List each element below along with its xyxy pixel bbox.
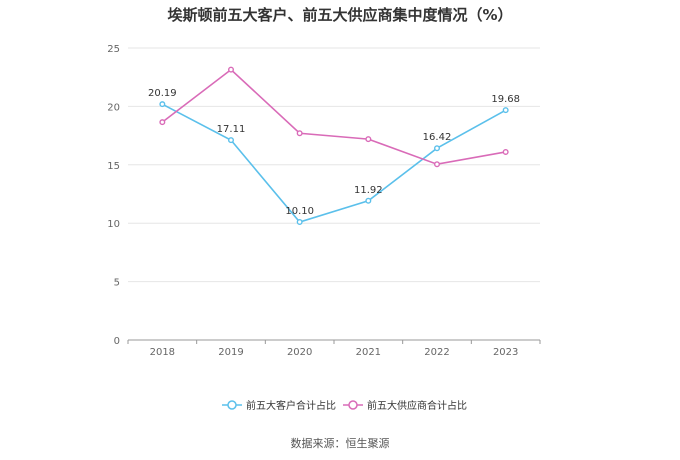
data-label: 17.11	[217, 124, 246, 135]
x-tick-label: 2018	[150, 347, 175, 358]
data-label: 11.92	[354, 185, 383, 196]
x-tick-label: 2023	[493, 347, 518, 358]
data-point	[502, 148, 509, 155]
data-point	[365, 136, 372, 143]
data-point	[159, 101, 166, 108]
data-point	[296, 130, 303, 137]
x-tick-label: 2020	[287, 347, 312, 358]
x-tick-label: 2022	[424, 347, 449, 358]
chart-title: 埃斯顿前五大客户、前五大供应商集中度情况（%）	[167, 6, 513, 24]
data-label: 19.68	[491, 94, 520, 105]
series-line-1	[161, 103, 507, 223]
x-tick-label: 2019	[218, 347, 243, 358]
y-tick-label: 0	[114, 336, 120, 347]
data-label: 10.10	[285, 206, 314, 217]
y-tick-label: 5	[114, 278, 120, 289]
data-point	[296, 219, 303, 226]
x-tick-label: 2021	[356, 347, 381, 358]
legend-label: 前五大客户合计占比	[246, 399, 336, 412]
data-source: 数据来源：恒生聚源	[290, 437, 390, 450]
data-point	[502, 107, 509, 114]
data-point	[434, 161, 441, 168]
legend-swatch-marker	[348, 400, 358, 410]
legend-swatch-marker	[227, 400, 237, 410]
data-label: 16.42	[423, 132, 452, 143]
data-point	[227, 66, 234, 73]
y-tick-label: 10	[107, 219, 120, 230]
data-point	[434, 145, 441, 152]
data-point	[159, 119, 166, 126]
y-tick-label: 20	[107, 102, 120, 113]
y-tick-label: 25	[107, 44, 120, 55]
data-label: 20.19	[148, 88, 177, 99]
legend-label: 前五大供应商合计占比	[367, 399, 467, 412]
series-line-2	[161, 68, 506, 166]
data-point	[227, 137, 234, 144]
data-point	[365, 197, 372, 204]
y-tick-label: 15	[107, 161, 120, 172]
